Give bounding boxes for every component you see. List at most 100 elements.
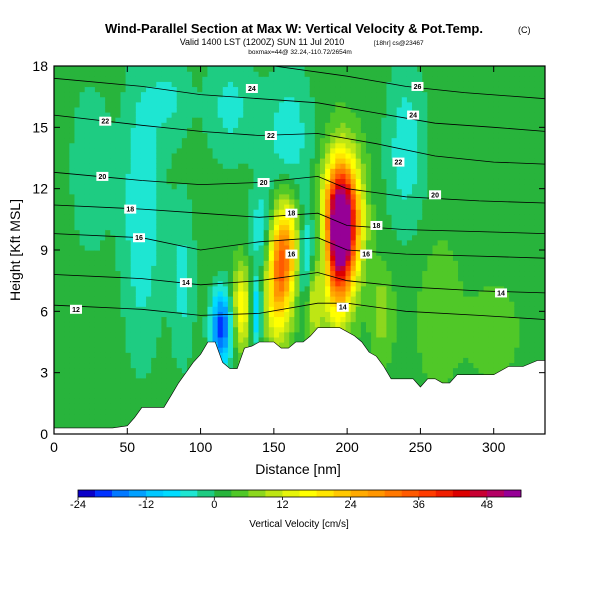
velocity-cell <box>396 275 403 282</box>
velocity-cell <box>202 265 209 272</box>
velocity-cell <box>84 270 91 277</box>
velocity-cell <box>64 193 70 200</box>
velocity-cell <box>273 127 280 134</box>
velocity-cell <box>59 255 65 261</box>
velocity-cell <box>304 147 311 154</box>
velocity-cell <box>376 331 382 338</box>
velocity-cell <box>94 106 101 113</box>
velocity-cell <box>345 316 352 323</box>
velocity-cell <box>151 219 157 226</box>
velocity-cell <box>186 290 193 297</box>
velocity-cell <box>171 219 178 226</box>
velocity-cell <box>294 275 301 282</box>
velocity-cell <box>227 168 234 174</box>
velocity-cell <box>207 66 214 72</box>
velocity-cell <box>391 198 398 205</box>
velocity-cell <box>279 91 285 98</box>
velocity-cell <box>74 393 81 399</box>
velocity-cell <box>227 193 234 200</box>
velocity-cell <box>202 209 209 215</box>
velocity-cell <box>110 326 116 333</box>
velocity-cell <box>156 275 163 282</box>
velocity-cell <box>319 239 326 246</box>
velocity-cell <box>227 280 234 287</box>
velocity-cell <box>273 86 280 93</box>
velocity-cell <box>401 86 408 93</box>
velocity-cell <box>79 163 86 169</box>
velocity-cell <box>94 255 101 261</box>
velocity-cell <box>314 316 321 323</box>
velocity-cell <box>222 326 229 333</box>
velocity-cell <box>319 244 326 251</box>
velocity-cell <box>84 311 91 318</box>
velocity-cell <box>284 132 290 139</box>
velocity-cell <box>120 372 127 379</box>
velocity-cell <box>391 260 398 266</box>
velocity-cell <box>166 280 173 287</box>
velocity-cell <box>233 306 239 312</box>
velocity-cell <box>59 342 65 348</box>
velocity-cell <box>217 76 224 82</box>
velocity-cell <box>105 96 111 103</box>
velocity-cell <box>120 137 127 144</box>
velocity-cell <box>69 403 76 410</box>
velocity-cell <box>125 260 132 266</box>
velocity-cell <box>89 275 96 282</box>
velocity-cell <box>355 188 362 195</box>
velocity-cell <box>248 265 255 272</box>
velocity-cell <box>192 122 198 128</box>
velocity-cell <box>156 86 163 93</box>
velocity-cell <box>64 250 70 256</box>
velocity-cell <box>401 290 408 297</box>
velocity-cell <box>151 234 157 241</box>
velocity-cell <box>79 183 86 190</box>
velocity-cell <box>69 285 76 292</box>
velocity-cell <box>391 204 398 210</box>
velocity-cell <box>151 357 157 364</box>
velocity-cell <box>186 285 193 292</box>
velocity-cell <box>406 372 413 379</box>
velocity-cell <box>325 142 331 149</box>
velocity-cell <box>365 285 372 292</box>
velocity-cell <box>304 265 311 272</box>
velocity-cell <box>243 331 249 338</box>
velocity-cell <box>202 81 209 88</box>
velocity-cell <box>350 168 357 174</box>
velocity-cell <box>243 306 249 312</box>
velocity-cell <box>314 76 321 82</box>
velocity-cell <box>386 296 393 302</box>
velocity-cell <box>304 137 311 144</box>
velocity-cell <box>130 224 137 231</box>
velocity-cell <box>130 214 137 220</box>
velocity-cell <box>391 96 398 103</box>
velocity-cell <box>207 311 214 318</box>
velocity-cell <box>120 188 127 195</box>
velocity-cell <box>212 101 219 108</box>
velocity-cell <box>304 290 311 297</box>
velocity-cell <box>140 280 147 287</box>
velocity-cell <box>222 127 229 134</box>
velocity-cell <box>197 290 203 297</box>
velocity-cell <box>355 193 362 200</box>
velocity-cell <box>350 209 357 215</box>
velocity-cell <box>258 316 265 323</box>
velocity-cell <box>299 158 306 164</box>
velocity-cell <box>176 122 183 128</box>
velocity-cell <box>309 66 316 72</box>
velocity-cell <box>345 193 352 200</box>
velocity-cell <box>192 178 198 185</box>
velocity-cell <box>330 204 336 210</box>
velocity-cell <box>376 326 382 333</box>
velocity-cell <box>335 321 342 328</box>
velocity-cell <box>258 331 265 338</box>
velocity-cell <box>248 96 255 103</box>
velocity-cell <box>294 296 301 302</box>
velocity-cell <box>110 244 116 251</box>
velocity-cell <box>161 393 168 399</box>
velocity-cell <box>217 250 224 256</box>
velocity-cell <box>140 204 147 210</box>
velocity-cell <box>197 193 203 200</box>
velocity-cell <box>151 301 157 307</box>
velocity-cell <box>130 388 137 394</box>
velocity-cell <box>401 117 408 123</box>
